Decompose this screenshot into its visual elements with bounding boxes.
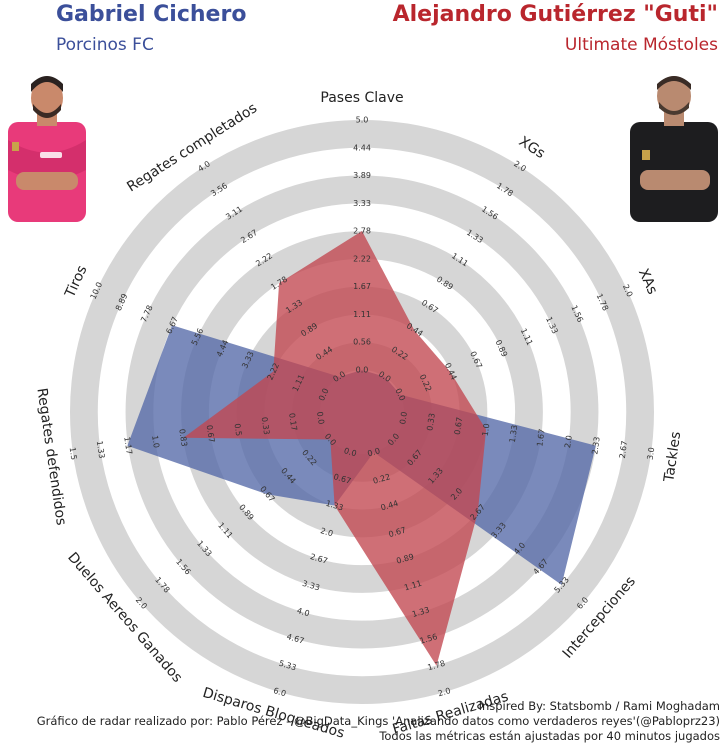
radar-tick-label: 0.67 xyxy=(205,424,216,443)
radar-tick-label: 2.0 xyxy=(437,686,452,698)
footer-inspired: Inspired By: Statsbomb / Rami Moghadam xyxy=(478,699,720,713)
radar-polygon-series-2 xyxy=(183,231,487,666)
radar-tick-label: 1.11 xyxy=(353,310,371,319)
radar-param-label: Pases Clave xyxy=(320,90,403,106)
radar-tick-label: 0.5 xyxy=(233,423,244,437)
radar-tick-label: 0.17 xyxy=(287,412,298,431)
left-team-name: Porcinos FC xyxy=(56,35,154,55)
radar-tick-label: 5.0 xyxy=(356,116,369,125)
footer-credit: Gráfico de radar realizado por: Pablo Pé… xyxy=(36,714,720,728)
radar-tick-label: 4.44 xyxy=(353,143,371,152)
radar-tick-label: 6.0 xyxy=(272,686,287,698)
radar-param-label: XGs xyxy=(516,134,548,162)
right-player-photo xyxy=(630,76,718,222)
radar-tick-label: 2.22 xyxy=(353,254,371,263)
radar-tick-label: 1.33 xyxy=(95,440,106,459)
radar-tick-label: 3.89 xyxy=(353,171,371,180)
radar-tick-label: 1.67 xyxy=(535,428,546,447)
radar-tick-label: 2.78 xyxy=(353,227,371,236)
radar-tick-label: 1.17 xyxy=(122,436,133,455)
left-player-photo xyxy=(8,76,86,222)
radar-tick-label: 1.67 xyxy=(353,282,371,291)
radar-tick-label: 0.0 xyxy=(315,411,326,425)
right-team-name: Ultimate Móstoles xyxy=(564,35,718,55)
radar-tick-label: 3.33 xyxy=(353,199,371,208)
radar-tick-label: 0.0 xyxy=(398,411,409,425)
radar-tick-label: 1.0 xyxy=(481,423,492,437)
radar-param-label: Tiros xyxy=(62,263,91,301)
footer-note: Todos las métricas están ajustadas por 4… xyxy=(379,729,720,743)
radar-tick-label: 1.33 xyxy=(508,424,519,443)
radar-tick-label: 0.83 xyxy=(177,428,188,447)
left-player-name: Gabriel Cichero xyxy=(56,2,247,27)
radar-tick-label: 4.0 xyxy=(296,606,311,618)
radar-tick-label: 2.0 xyxy=(319,526,334,538)
radar-tick-label: 0.0 xyxy=(356,366,369,375)
radar-param-label: Regates defendidos xyxy=(33,387,69,526)
radar-param-label: Tackles xyxy=(661,431,684,484)
radar-tick-label: 0.33 xyxy=(425,412,436,431)
radar-tick-label: 0.0 xyxy=(343,446,358,458)
radar-tick-label: 2.33 xyxy=(590,436,601,455)
radar-param-label: XAs xyxy=(635,266,661,297)
radar-ring xyxy=(125,175,599,649)
radar-tick-label: 1.0 xyxy=(150,435,161,449)
radar-tick-label: 2.0 xyxy=(563,435,574,449)
radar-tick-label: 2.67 xyxy=(618,440,629,459)
radar-tick-label: 1.5 xyxy=(68,447,79,461)
radar-ring xyxy=(69,119,655,705)
right-player-name: Alejandro Gutiérrez "Guti" xyxy=(392,2,718,27)
radar-tick-label: 3.0 xyxy=(646,447,657,461)
radar-tick-label: 0.33 xyxy=(260,416,271,435)
radar-tick-label: 0.0 xyxy=(366,446,381,458)
radar-tick-label: 0.67 xyxy=(453,416,464,435)
radar-tick-label: 0.56 xyxy=(353,338,371,347)
